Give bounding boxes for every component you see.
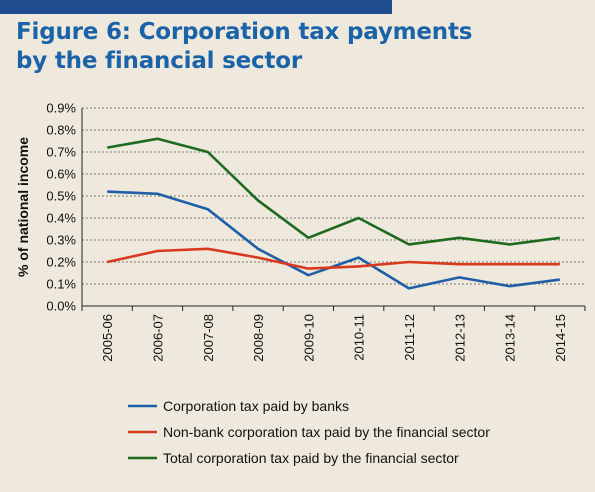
series-line [106,247,560,270]
y-axis-label: % of national income [15,137,31,277]
y-tick-label: 0.7% [46,145,76,160]
y-tick-label: 0.4% [46,211,76,226]
series-line [106,137,560,246]
legend-label: Total corporation tax paid by the financ… [163,450,459,466]
y-tick-labels: 0.0% 0.1% 0.2% 0.3% 0.4% 0.5% 0.6% 0.7% 0.8% 0.9% [46,101,76,314]
y-tick-label: 0.8% [46,123,76,138]
figure-title: Figure 6: Corporation tax payments by th… [16,19,473,74]
grid-lines [82,107,585,285]
legend-label: Corporation tax paid by banks [163,398,349,414]
x-tick-label: 2007-08 [201,314,216,362]
x-tick-label: 2014-15 [553,314,568,362]
x-tick-label: 2008-09 [251,314,266,362]
y-tick-label: 0.0% [46,299,76,314]
header-accent-bar [0,0,392,14]
x-tick-label: 2006-07 [150,314,165,362]
x-tick-label: 2009-10 [301,314,316,362]
x-tick-label: 2010-11 [352,314,367,361]
x-tick-label: 2005-06 [100,314,115,362]
x-tick-label: 2013-14 [503,314,518,362]
x-tick-labels: 2005-06 2006-07 2007-08 2008-09 2009-10 2010-… [100,314,568,362]
legend: Corporation tax paid by banks Non-bank co… [128,398,490,466]
y-tick-label: 0.6% [46,167,76,182]
y-tick-label: 0.1% [46,277,76,292]
y-tick-label: 0.5% [46,189,76,204]
y-tick-label: 0.2% [46,255,76,270]
y-tick-label: 0.3% [46,233,76,248]
axes [81,108,586,311]
series-lines [106,137,560,290]
legend-label: Non-bank corporation tax paid by the fin… [163,424,490,440]
y-tick-label: 0.9% [46,101,76,116]
x-tick-label: 2012-13 [452,314,467,362]
x-tick-label: 2011-12 [402,314,417,361]
